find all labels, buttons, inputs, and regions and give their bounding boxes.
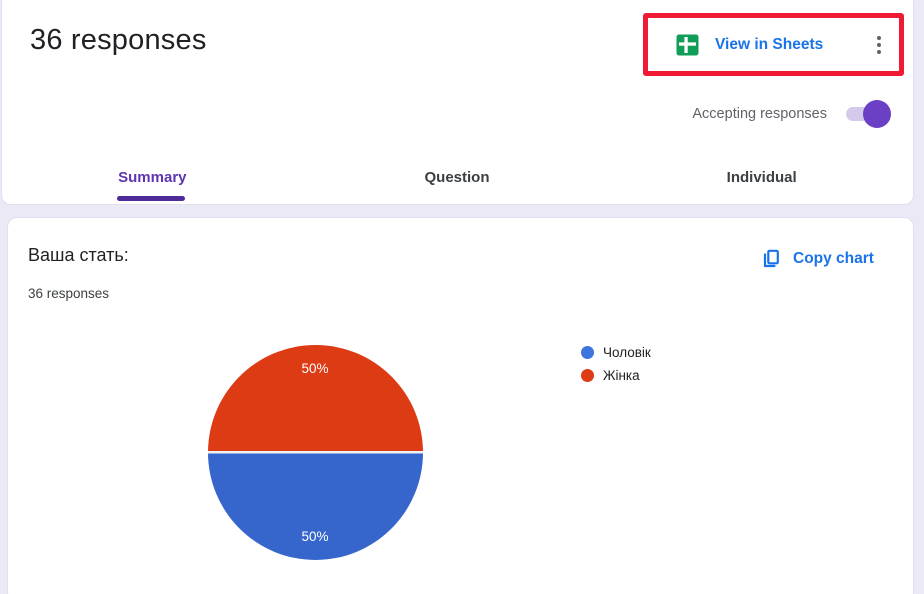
accepting-responses-row: Accepting responses <box>692 100 891 128</box>
page-title: 36 responses <box>30 24 207 56</box>
accepting-responses-toggle[interactable] <box>846 100 891 128</box>
kebab-dot <box>876 42 882 48</box>
view-in-sheets-button[interactable]: View in Sheets <box>676 33 823 57</box>
legend-dot-red <box>581 368 594 382</box>
legend-label: Жінка <box>603 367 640 383</box>
copy-icon <box>759 248 781 270</box>
question-summary-card <box>7 217 914 594</box>
header-panel <box>1 0 914 205</box>
more-options-kebab-icon[interactable] <box>872 33 886 57</box>
tab-bar: Summary Question Individual <box>0 165 914 195</box>
copy-chart-label: Copy chart <box>793 250 874 267</box>
view-in-sheets-label: View in Sheets <box>715 36 824 53</box>
tab-individual[interactable]: Individual <box>726 169 797 186</box>
pie-slice-label-bottom: 50% <box>301 529 329 544</box>
toggle-thumb <box>863 100 891 128</box>
legend-label: Чоловік <box>603 344 651 360</box>
active-tab-underline <box>117 196 185 201</box>
kebab-dot <box>876 49 882 55</box>
question-response-count: 36 responses <box>28 286 110 301</box>
accepting-responses-label: Accepting responses <box>692 106 827 122</box>
chart-legend: Чоловік Жінка <box>581 344 651 383</box>
tab-summary[interactable]: Summary <box>118 169 187 186</box>
kebab-dot <box>876 35 882 41</box>
legend-item: Жінка <box>581 367 651 383</box>
copy-chart-button[interactable]: Copy chart <box>759 246 874 272</box>
legend-dot-blue <box>581 345 594 359</box>
tab-question[interactable]: Question <box>424 169 490 186</box>
pie-slice-label-top: 50% <box>301 361 329 376</box>
pie-chart <box>208 345 423 560</box>
sheets-icon <box>676 34 699 56</box>
legend-item: Чоловік <box>581 344 651 360</box>
question-title: Ваша стать: <box>28 245 129 265</box>
